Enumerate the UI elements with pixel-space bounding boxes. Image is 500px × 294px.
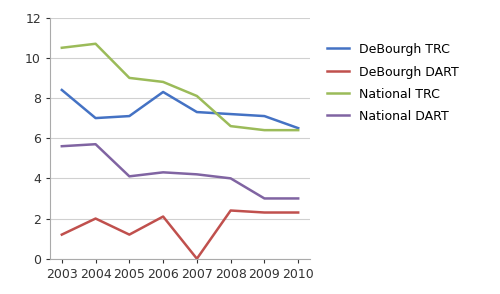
DeBourgh DART (295, 211, 301, 214)
National DART (59, 144, 65, 148)
National TRC (59, 46, 65, 50)
DeBourgh DART (160, 215, 166, 218)
DeBourgh DART (92, 217, 98, 220)
DeBourgh TRC (262, 114, 268, 118)
National DART (194, 173, 200, 176)
Line: National TRC: National TRC (62, 44, 298, 130)
DeBourgh DART (126, 233, 132, 236)
National TRC (262, 128, 268, 132)
National TRC (92, 42, 98, 46)
DeBourgh TRC (194, 110, 200, 114)
National TRC (160, 80, 166, 84)
Line: DeBourgh TRC: DeBourgh TRC (62, 90, 298, 128)
DeBourgh DART (194, 257, 200, 260)
National DART (126, 175, 132, 178)
National DART (160, 171, 166, 174)
DeBourgh TRC (59, 88, 65, 92)
Line: DeBourgh DART: DeBourgh DART (62, 211, 298, 259)
DeBourgh DART (262, 211, 268, 214)
National TRC (295, 128, 301, 132)
DeBourgh DART (228, 209, 234, 212)
National DART (92, 143, 98, 146)
National TRC (194, 94, 200, 98)
DeBourgh TRC (160, 90, 166, 94)
Legend: DeBourgh TRC, DeBourgh DART, National TRC, National DART: DeBourgh TRC, DeBourgh DART, National TR… (326, 43, 459, 123)
National DART (228, 177, 234, 180)
DeBourgh TRC (295, 126, 301, 130)
National DART (262, 197, 268, 200)
National DART (295, 197, 301, 200)
DeBourgh TRC (126, 114, 132, 118)
National TRC (228, 124, 234, 128)
DeBourgh TRC (92, 116, 98, 120)
DeBourgh TRC (228, 112, 234, 116)
Line: National DART: National DART (62, 144, 298, 198)
DeBourgh DART (59, 233, 65, 236)
National TRC (126, 76, 132, 80)
